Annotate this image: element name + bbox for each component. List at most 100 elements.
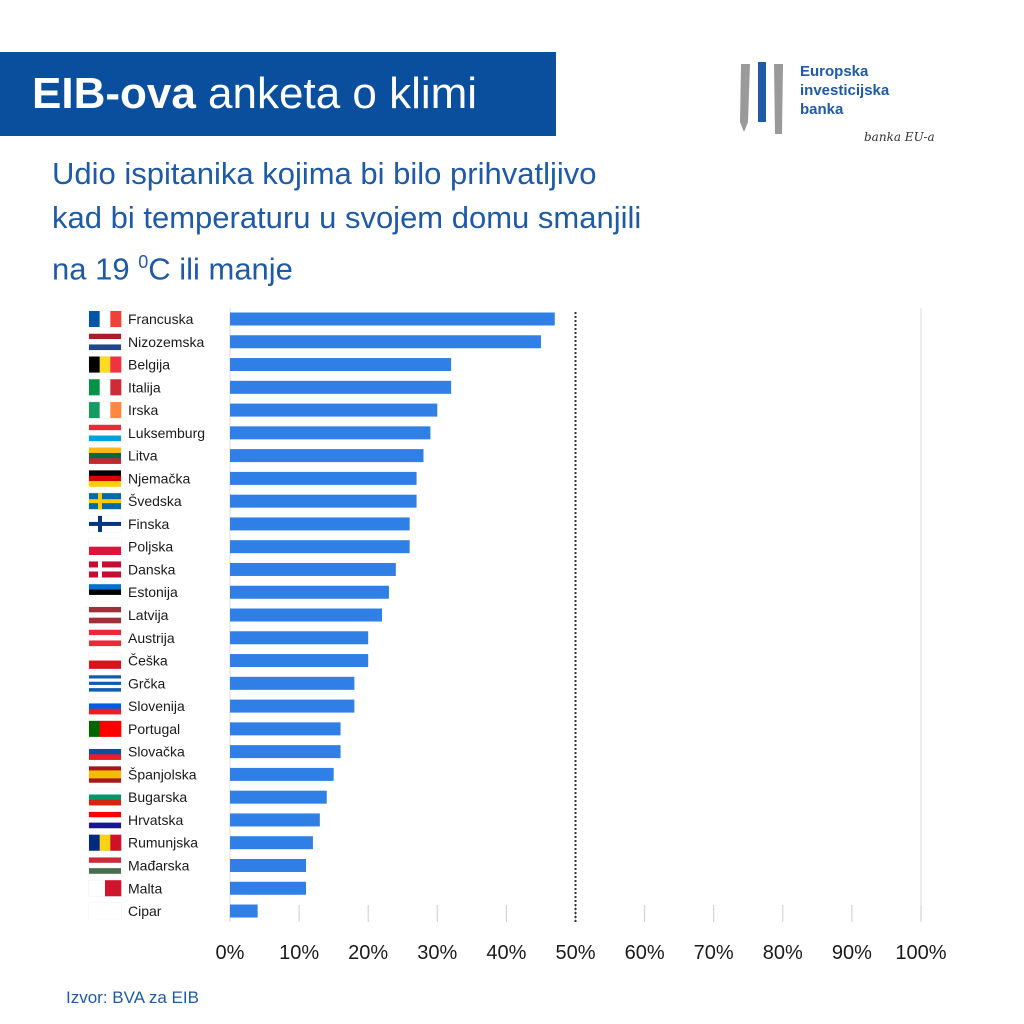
- title-banner: EIB-ova anketa o klimi: [0, 52, 556, 136]
- flag-icon-Poljska: [88, 538, 122, 555]
- category-label: Njemačka: [128, 470, 190, 486]
- flag-icon-Slovačka: [88, 743, 122, 760]
- bar-Španjolska: [230, 767, 334, 781]
- category-label: Litva: [128, 448, 158, 464]
- flag-icon-Češka: [88, 652, 122, 669]
- flag-icon-Grčka: [88, 675, 122, 692]
- bar-Švedska: [230, 494, 417, 508]
- flag-icon-Austrija: [88, 629, 122, 647]
- bar-Litva: [230, 449, 424, 463]
- bar-Cipar: [230, 904, 258, 918]
- category-label: Švedska: [128, 493, 182, 509]
- category-label: Češka: [128, 653, 168, 669]
- category-label: Rumunjska: [128, 835, 198, 851]
- logo-line: Europska: [800, 63, 869, 80]
- x-tick-label: 10%: [279, 942, 319, 964]
- bar-Belgija: [230, 358, 452, 372]
- category-label: Italija: [128, 379, 161, 395]
- eib-logo: Europska investicijska banka banka EU-a: [738, 62, 958, 152]
- flag-icon-Nizozemska: [88, 333, 122, 351]
- flag-icon-Litva: [88, 447, 122, 464]
- flag-icon-Njemačka: [88, 470, 122, 487]
- subtitle-line: kad bi temperaturu u svojem domu smanjil…: [52, 200, 642, 235]
- flag-icon-Slovenija: [88, 697, 122, 715]
- bar-Estonija: [230, 585, 389, 599]
- category-label: Hrvatska: [128, 812, 183, 828]
- x-tick-label: 50%: [555, 942, 595, 964]
- bar-Italija: [230, 380, 452, 394]
- category-label: Irska: [128, 402, 159, 418]
- category-label: Bugarska: [128, 789, 187, 805]
- x-tick-label: 30%: [417, 942, 457, 964]
- category-label: Francuska: [128, 311, 194, 327]
- logo-line: banka: [800, 101, 844, 118]
- bar-Latvija: [230, 608, 383, 622]
- category-label: Cipar: [128, 903, 162, 919]
- category-label: Estonija: [128, 584, 178, 600]
- bar-Slovenija: [230, 699, 355, 713]
- flag-icon-Portugal: [88, 720, 122, 738]
- logo-tagline: banka EU-a: [864, 130, 935, 144]
- x-tick-label: 20%: [348, 942, 388, 964]
- source-note: Izvor: BVA za EIB: [66, 988, 199, 1007]
- bar-Luksemburg: [230, 426, 431, 440]
- category-label: Malta: [128, 880, 162, 896]
- category-label: Finska: [128, 516, 169, 532]
- category-label: Nizozemska: [128, 334, 204, 350]
- bar-Hrvatska: [230, 813, 320, 827]
- bar-Malta: [230, 881, 307, 895]
- title-rest: anketa o klimi: [195, 69, 478, 118]
- bar-Rumunjska: [230, 836, 313, 850]
- category-label: Luksemburg: [128, 425, 205, 441]
- x-tick-label: 0%: [216, 942, 245, 964]
- flag-icon-Italija: [88, 379, 122, 396]
- flag-icon-Luksemburg: [88, 424, 122, 442]
- eib-logo-mark-icon: [740, 62, 783, 134]
- flag-icon-Danska: [88, 561, 122, 578]
- category-label: Grčka: [128, 675, 166, 691]
- bar-Francuska: [230, 312, 555, 326]
- logo-line: investicijska: [800, 82, 890, 99]
- bar-Slovačka: [230, 745, 341, 759]
- category-label: Slovačka: [128, 744, 185, 760]
- bar-Poljska: [230, 540, 410, 554]
- category-label: Austrija: [128, 630, 175, 646]
- title-bold: EIB-ova: [32, 69, 196, 118]
- x-tick-label: 60%: [625, 942, 665, 964]
- category-label: Španjolska: [128, 766, 197, 782]
- bar-Mađarska: [230, 858, 307, 872]
- x-tick-label: 70%: [694, 942, 734, 964]
- bar-Finska: [230, 517, 410, 531]
- flag-icon-Estonija: [88, 583, 122, 601]
- bar-Bugarska: [230, 790, 327, 804]
- flag-icon-Irska: [88, 401, 122, 419]
- flag-icon-Bugarska: [88, 788, 122, 806]
- flag-icon-Francuska: [88, 310, 122, 328]
- subtitle-text: na 19: [52, 251, 139, 287]
- category-label: Slovenija: [128, 698, 185, 714]
- flag-icon-Hrvatska: [88, 811, 122, 829]
- bar-Nizozemska: [230, 335, 541, 349]
- x-tick-label: 100%: [895, 942, 946, 964]
- subtitle-text: C ili manje: [148, 251, 293, 287]
- category-label: Latvija: [128, 607, 169, 623]
- x-tick-label: 80%: [763, 942, 803, 964]
- x-tick-label: 90%: [832, 942, 872, 964]
- subtitle-line: Udio ispitanika kojima bi bilo prihvatlj…: [52, 156, 597, 191]
- flag-icon-Belgija: [88, 356, 122, 373]
- bar-Irska: [230, 403, 438, 417]
- flag-icon-Malta: [88, 880, 122, 897]
- bar-Austrija: [230, 631, 369, 645]
- logo-text: Europska investicijska banka: [800, 62, 889, 119]
- category-label: Portugal: [128, 721, 180, 737]
- bar-Portugal: [230, 722, 341, 736]
- flag-icon-Španjolska: [88, 766, 122, 783]
- x-tick-label: 40%: [486, 942, 526, 964]
- flag-icon-Cipar: [88, 902, 122, 920]
- subtitle-line: na 19 0C ili manje: [52, 240, 812, 291]
- flag-icon-Latvija: [88, 606, 122, 624]
- chart-subtitle: Udio ispitanika kojima bi bilo prihvatlj…: [52, 152, 812, 291]
- flag-icon-Švedska: [88, 492, 122, 510]
